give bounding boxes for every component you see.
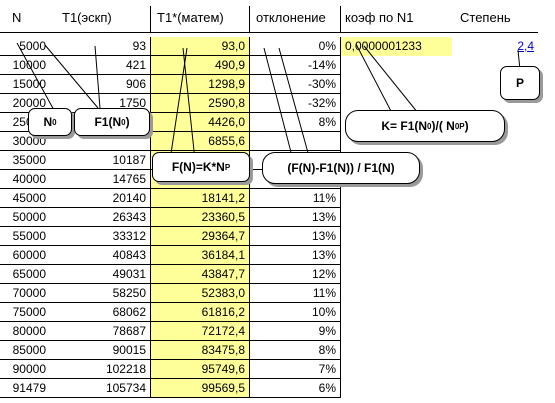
cell-n[interactable]: 90000 [0, 360, 50, 379]
cell-t1-math[interactable]: 36184,1 [150, 246, 249, 265]
table-row: 91479 105734 99569,5 6% [0, 379, 342, 398]
cell-deviation[interactable]: 0% [249, 37, 341, 56]
header-deviation: отклонение [256, 10, 326, 25]
cell-deviation[interactable]: -30% [249, 75, 341, 94]
cell-t1-exp[interactable]: 49031 [50, 265, 150, 284]
table-row: 65000 49031 43847,7 12% [0, 265, 342, 284]
cell-t1-math[interactable]: 43847,7 [150, 265, 249, 284]
cell-n[interactable]: 85000 [0, 341, 50, 360]
cell-n[interactable]: 91479 [0, 379, 50, 398]
cell-n[interactable]: 35000 [0, 151, 50, 170]
cell-n[interactable]: 5000 [0, 37, 50, 56]
cell-n[interactable]: 15000 [0, 75, 50, 94]
cell-t1-exp[interactable]: 68062 [50, 303, 150, 322]
table-row: 45000 20140 18141,2 11% [0, 189, 342, 208]
cell-t1-math[interactable]: 490,9 [150, 56, 249, 75]
callout-f-formula: F(N)=K*N P [152, 152, 250, 182]
cell-n[interactable]: 45000 [0, 189, 50, 208]
cell-t1-exp[interactable]: 14765 [50, 170, 150, 189]
cell-n[interactable]: 75000 [0, 303, 50, 322]
cell-deviation[interactable]: 11% [249, 189, 341, 208]
cell-t1-exp[interactable]: 78687 [50, 322, 150, 341]
cell-t1-exp[interactable]: 90015 [50, 341, 150, 360]
cell-t1-math[interactable]: 2590,8 [150, 94, 249, 113]
cell-t1-math[interactable]: 93,0 [150, 37, 249, 56]
cell-t1-exp[interactable]: 93 [50, 37, 150, 56]
cell-n[interactable]: 60000 [0, 246, 50, 265]
cell-t1-exp[interactable]: 58250 [50, 284, 150, 303]
cell-deviation[interactable]: 9% [249, 322, 341, 341]
cell-t1-exp[interactable]: 33312 [50, 227, 150, 246]
table-row: 75000 68062 61816,2 10% [0, 303, 342, 322]
callout-f1-n0: F1(N 0) [74, 108, 150, 136]
cell-t1-exp[interactable]: 40843 [50, 246, 150, 265]
cell-t1-exp[interactable]: 10187 [50, 151, 150, 170]
cell-t1-math[interactable]: 29364,7 [150, 227, 249, 246]
cell-deviation[interactable]: 13% [249, 246, 341, 265]
cell-t1-math[interactable]: 52383,0 [150, 284, 249, 303]
cell-t1-exp[interactable] [50, 132, 150, 151]
cell-deviation[interactable]: 11% [249, 284, 341, 303]
cell-t1-exp[interactable]: 105734 [50, 379, 150, 398]
cell-t1-exp[interactable]: 421 [50, 56, 150, 75]
header-coef: коэф по N1 [345, 10, 414, 25]
header-power: Степень [460, 10, 511, 25]
cell-t1-math[interactable]: 18141,2 [150, 189, 249, 208]
cell-t1-math[interactable]: 83475,8 [150, 341, 249, 360]
cell-t1-exp[interactable]: 20140 [50, 189, 150, 208]
cell-n[interactable]: 50000 [0, 208, 50, 227]
table-row: 15000 906 1298,9 -30% [0, 75, 342, 94]
cell-deviation[interactable]: 13% [249, 227, 341, 246]
cell-t1-math[interactable]: 72172,4 [150, 322, 249, 341]
cell-deviation[interactable] [249, 132, 341, 151]
cell-t1-math[interactable]: 4426,0 [150, 113, 249, 132]
power-value[interactable]: 2,4 [452, 37, 538, 56]
cell-n[interactable]: 65000 [0, 265, 50, 284]
header-n: N [12, 10, 22, 25]
table-row: 10000 421 490,9 -14% [0, 56, 342, 75]
table-row: 80000 78687 72172,4 9% [0, 322, 342, 341]
cell-deviation[interactable]: 8% [249, 341, 341, 360]
table-row: 60000 40843 36184,1 13% [0, 246, 342, 265]
cell-n[interactable]: 70000 [0, 284, 50, 303]
cell-n[interactable]: 40000 [0, 170, 50, 189]
cell-deviation[interactable]: -14% [249, 56, 341, 75]
cell-n[interactable]: 10000 [0, 56, 50, 75]
header-t1-math: T1*(матем) [157, 10, 224, 25]
cell-deviation[interactable]: 10% [249, 303, 341, 322]
cell-n[interactable]: 55000 [0, 227, 50, 246]
cell-deviation[interactable]: 8% [249, 113, 341, 132]
cell-deviation[interactable]: -32% [249, 94, 341, 113]
cell-t1-math[interactable]: 61816,2 [150, 303, 249, 322]
cell-t1-exp[interactable]: 102218 [50, 360, 150, 379]
cell-deviation[interactable]: 7% [249, 360, 341, 379]
callout-k-formula: K= F1(N 0)/( N 0 P) [345, 110, 505, 142]
callout-deviation-formula: (F(N)-F1(N)) / F1(N) [262, 152, 420, 184]
power-link[interactable]: 2,4 [517, 39, 534, 53]
table-row: 90000 102218 95749,6 7% [0, 360, 342, 379]
table-row: 55000 33312 29364,7 13% [0, 227, 342, 246]
table-row: 70000 58250 52383,0 11% [0, 284, 342, 303]
cell-t1-math[interactable]: 95749,6 [150, 360, 249, 379]
table-row: 50000 26343 23360,5 13% [0, 208, 342, 227]
cell-t1-exp[interactable]: 26343 [50, 208, 150, 227]
callout-p: P [500, 66, 540, 100]
header-t1-exp: T1(эскп) [62, 10, 112, 25]
cell-t1-math[interactable]: 99569,5 [150, 379, 249, 398]
cell-deviation[interactable]: 12% [249, 265, 341, 284]
cell-t1-math[interactable]: 1298,9 [150, 75, 249, 94]
cell-n[interactable]: 80000 [0, 322, 50, 341]
coef-value[interactable]: 0,0000001233 [341, 37, 452, 56]
cell-t1-exp[interactable]: 906 [50, 75, 150, 94]
table-row: 85000 90015 83475,8 8% [0, 341, 342, 360]
cell-t1-math[interactable]: 23360,5 [150, 208, 249, 227]
cell-n[interactable]: 30000 [0, 132, 50, 151]
cell-t1-math[interactable]: 6855,6 [150, 132, 249, 151]
table-row: 5000 93 93,0 0% [0, 37, 342, 56]
cell-deviation[interactable]: 6% [249, 379, 341, 398]
cell-deviation[interactable]: 13% [249, 208, 341, 227]
